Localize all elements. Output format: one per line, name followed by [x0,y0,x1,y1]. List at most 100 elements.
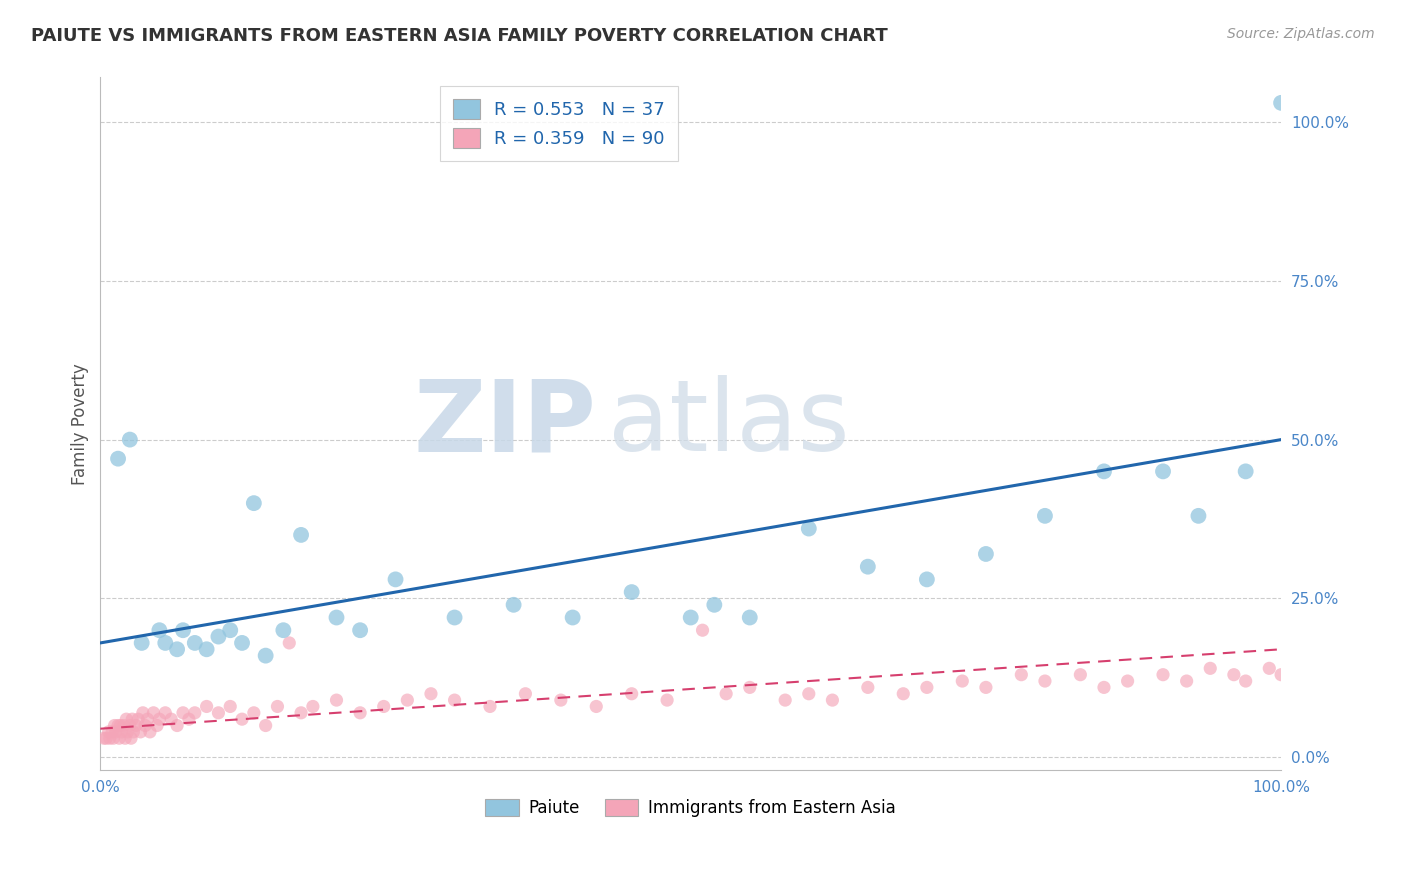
Point [915,573,938,587]
Point [129,724,152,739]
Point [349,624,371,638]
Point [132,706,155,720]
Point [110,724,132,739]
Point [195,699,218,714]
Point [373,699,395,714]
Point [98,731,121,746]
Point [125,718,148,732]
Point [1353,661,1375,675]
Point [290,528,312,542]
Point [738,681,761,695]
Point [131,636,153,650]
Point [155,706,177,720]
Point [101,724,124,739]
Point [104,724,127,739]
Point [443,610,465,624]
Point [1033,508,1056,523]
Point [1305,661,1327,675]
Point [184,636,207,650]
Point [103,718,125,732]
Point [620,585,643,599]
Text: ZIP: ZIP [413,376,596,472]
Point [96,731,118,746]
Point [97,724,120,739]
Point [915,681,938,695]
Point [148,712,170,726]
Point [266,699,288,714]
Point [1234,674,1257,689]
Text: Source: ZipAtlas.com: Source: ZipAtlas.com [1227,27,1375,41]
Point [195,642,218,657]
Point [561,610,583,624]
Text: atlas: atlas [607,376,849,472]
Point [118,433,141,447]
Point [110,718,132,732]
Point [1341,655,1364,669]
Point [797,687,820,701]
Point [166,642,188,657]
Point [349,706,371,720]
Point [103,731,125,746]
Point [1282,661,1305,675]
Point [142,706,165,720]
Point [1234,464,1257,478]
Point [112,718,135,732]
Point [207,630,229,644]
Point [714,687,737,701]
Point [1152,667,1174,681]
Point [1010,667,1032,681]
Point [146,718,169,732]
Point [93,731,115,746]
Point [254,718,277,732]
Point [107,451,129,466]
Point [184,706,207,720]
Point [1069,667,1091,681]
Point [1258,661,1281,675]
Point [231,636,253,650]
Point [515,687,537,701]
Point [1329,661,1351,675]
Point [290,706,312,720]
Point [738,610,761,624]
Point [120,731,142,746]
Legend: Paiute, Immigrants from Eastern Asia: Paiute, Immigrants from Eastern Asia [478,792,903,824]
Point [121,712,143,726]
Point [166,718,188,732]
Point [1270,95,1292,110]
Point [107,718,129,732]
Point [1175,674,1198,689]
Point [122,724,145,739]
Point [136,712,159,726]
Point [974,681,997,695]
Point [219,624,242,638]
Point [115,712,138,726]
Point [891,687,914,701]
Point [1092,464,1115,478]
Point [1152,464,1174,478]
Point [974,547,997,561]
Point [139,724,162,739]
Point [114,731,136,746]
Point [797,522,820,536]
Point [479,699,502,714]
Point [177,712,200,726]
Point [420,687,443,701]
Point [172,624,194,638]
Point [1294,667,1316,681]
Point [856,559,879,574]
Point [655,693,678,707]
Y-axis label: Family Poverty: Family Poverty [72,363,89,484]
Point [773,693,796,707]
Point [585,699,607,714]
Point [550,693,572,707]
Point [1223,667,1246,681]
Point [1364,655,1386,669]
Point [302,699,325,714]
Point [384,573,406,587]
Point [160,712,183,726]
Text: PAIUTE VS IMMIGRANTS FROM EASTERN ASIA FAMILY POVERTY CORRELATION CHART: PAIUTE VS IMMIGRANTS FROM EASTERN ASIA F… [31,27,887,45]
Point [692,624,714,638]
Point [620,687,643,701]
Point [219,699,242,714]
Point [950,674,973,689]
